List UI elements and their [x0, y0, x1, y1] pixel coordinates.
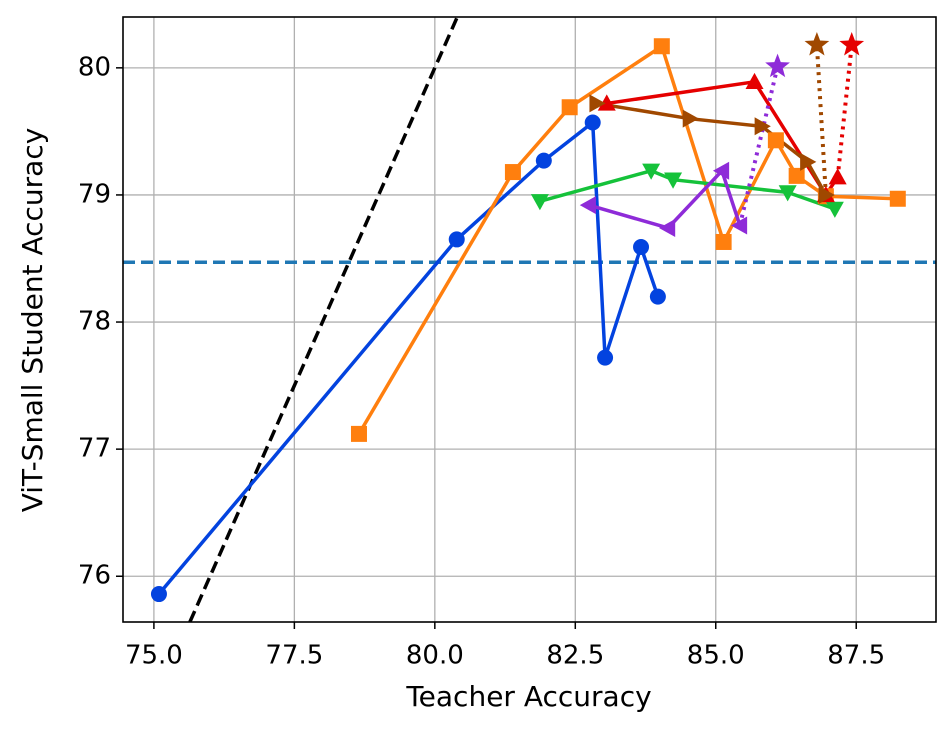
marker — [530, 194, 549, 211]
marker — [658, 218, 676, 237]
series-line — [737, 66, 780, 226]
marker — [788, 167, 805, 184]
axes-frame — [122, 16, 937, 623]
x-tick-label: 82.5 — [546, 641, 604, 671]
marker — [800, 152, 817, 171]
marker — [682, 109, 699, 128]
marker — [653, 38, 670, 55]
marker — [350, 425, 367, 442]
marker — [889, 190, 906, 207]
marker — [745, 72, 764, 90]
x-tick-label: 85.0 — [687, 641, 745, 671]
marker — [504, 164, 521, 181]
marker — [765, 53, 790, 78]
x-tick-label: 77.5 — [265, 641, 323, 671]
marker — [633, 239, 650, 256]
marker — [642, 163, 661, 180]
marker — [597, 94, 616, 111]
series-line — [588, 169, 742, 230]
plot-area — [123, 17, 936, 622]
marker — [448, 231, 465, 248]
marker — [649, 288, 666, 305]
marker — [730, 216, 748, 235]
marker — [589, 94, 606, 113]
x-tick-label: 80.0 — [406, 641, 464, 671]
marker — [712, 161, 730, 180]
x-tick-label: 75.0 — [125, 641, 183, 671]
marker — [825, 201, 844, 218]
series-line — [835, 44, 854, 178]
marker — [828, 168, 847, 185]
x-axis-label: Teacher Accuracy — [405, 680, 651, 713]
marker — [150, 586, 167, 603]
grid — [123, 17, 936, 622]
marker — [664, 172, 683, 189]
marker — [754, 117, 771, 136]
y-tick-label: 77 — [78, 434, 111, 464]
marker — [561, 99, 578, 116]
marker — [584, 114, 601, 131]
series-line — [814, 44, 828, 196]
y-tick-label: 76 — [78, 561, 111, 591]
y-tick-label: 78 — [78, 307, 111, 337]
y-tick-label: 80 — [78, 52, 111, 82]
marker — [579, 196, 596, 215]
marker — [804, 31, 830, 56]
marker — [767, 132, 784, 149]
x-tick-label: 87.5 — [827, 641, 885, 671]
marker — [839, 31, 865, 56]
series-line — [188, 17, 459, 622]
marker — [535, 152, 552, 169]
y-tick-label: 79 — [78, 179, 111, 209]
marker — [818, 185, 835, 204]
marker — [778, 185, 797, 202]
y-axis-label: ViT-Small Student Accuracy — [16, 128, 49, 513]
series-line — [357, 44, 898, 435]
marker — [715, 233, 732, 250]
marker — [597, 349, 614, 366]
series-line — [606, 80, 840, 197]
